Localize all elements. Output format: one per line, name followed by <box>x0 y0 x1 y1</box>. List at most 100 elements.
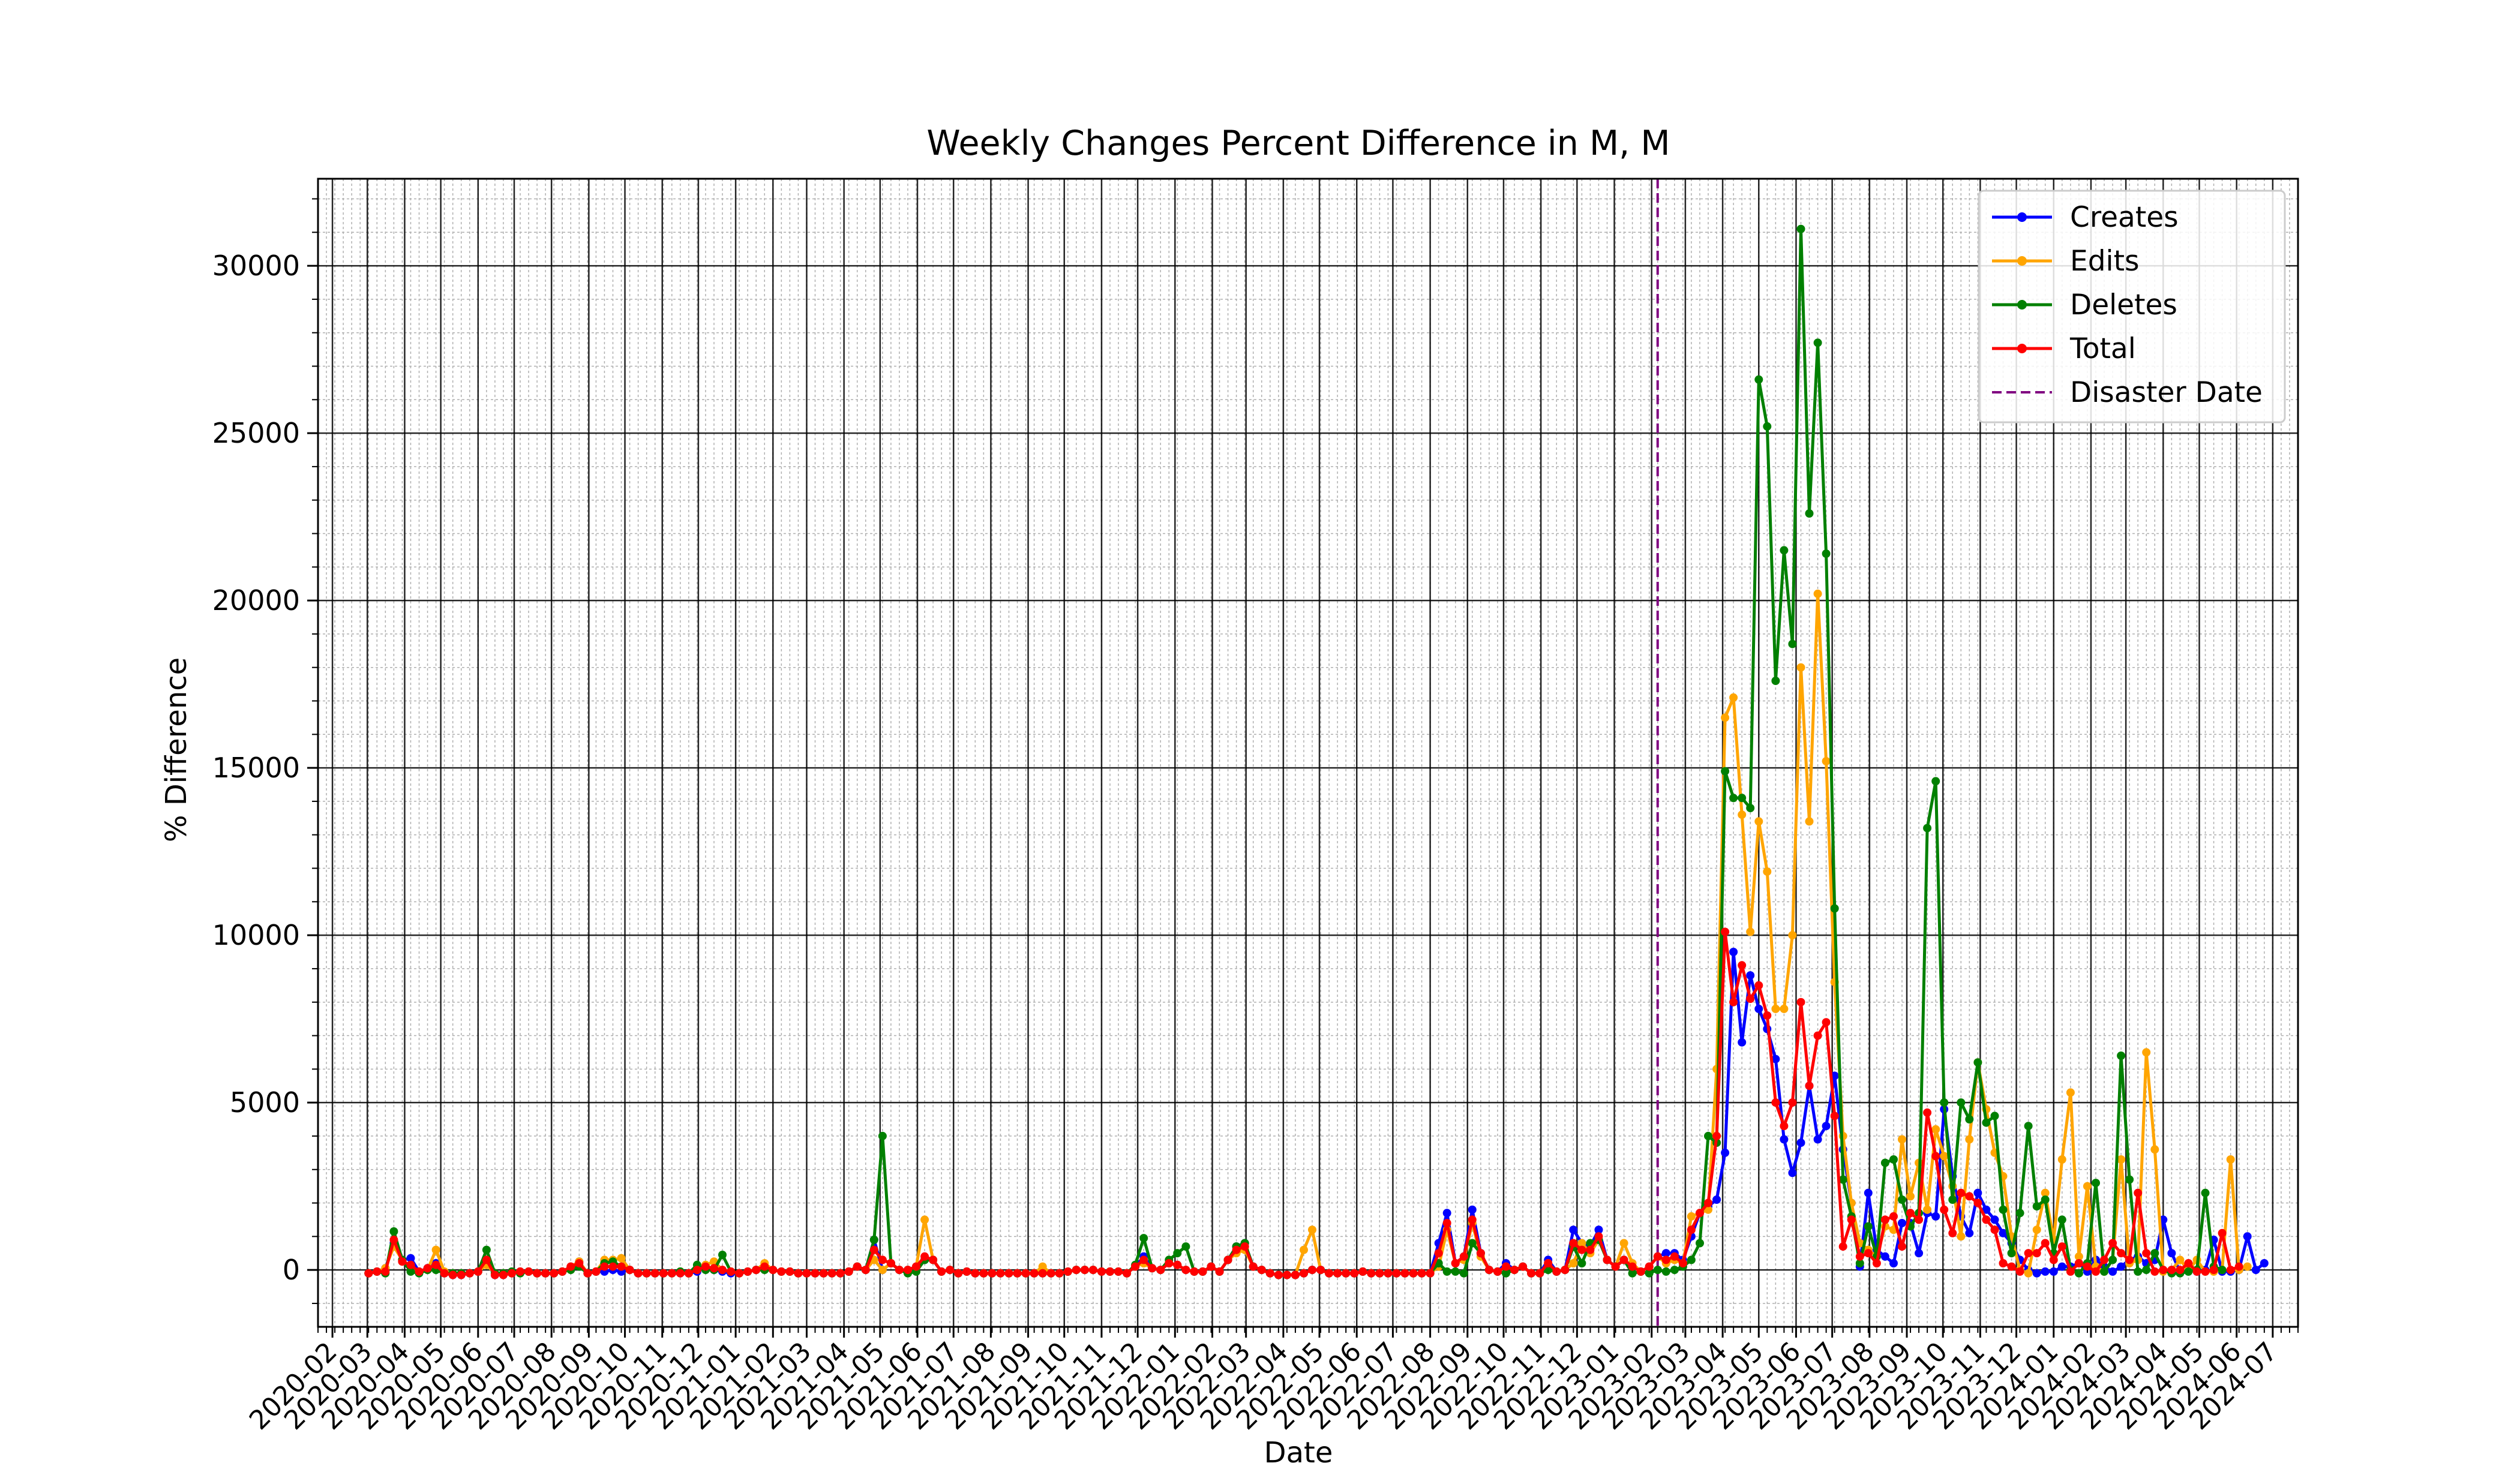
data-point <box>2049 1255 2058 1264</box>
data-point <box>1855 1259 1864 1267</box>
y-tick-label: 15000 <box>212 752 300 784</box>
data-point <box>1173 1260 1182 1269</box>
data-point <box>1291 1270 1300 1279</box>
data-point <box>710 1264 718 1273</box>
data-point <box>2117 1249 2126 1258</box>
data-point <box>1721 767 1730 776</box>
data-point <box>1257 1266 1266 1275</box>
data-point <box>2024 1249 2033 1258</box>
data-point <box>1822 549 1831 558</box>
y-tick-label: 25000 <box>212 417 300 449</box>
data-point <box>2167 1249 2176 1258</box>
data-point <box>1738 1038 1747 1047</box>
data-point <box>566 1262 575 1271</box>
data-point <box>904 1266 912 1275</box>
data-point <box>1813 1135 1822 1144</box>
data-point <box>920 1215 929 1224</box>
data-point <box>1442 1267 1451 1276</box>
data-point <box>2184 1259 2193 1267</box>
data-point <box>1653 1266 1662 1275</box>
data-point <box>575 1259 584 1267</box>
data-point <box>1788 1098 1797 1107</box>
data-point <box>440 1269 449 1278</box>
data-point <box>1645 1269 1654 1278</box>
data-point <box>2167 1266 2176 1275</box>
data-point <box>1569 1239 1578 1248</box>
data-point <box>1931 1125 1940 1134</box>
data-point <box>2150 1267 2159 1276</box>
data-point <box>1788 931 1797 940</box>
data-point <box>962 1267 971 1276</box>
y-tick-label: 20000 <box>212 584 300 617</box>
data-point <box>2159 1266 2168 1275</box>
data-point <box>1223 1255 1232 1264</box>
data-point <box>1838 1175 1847 1184</box>
data-point <box>2041 1239 2050 1248</box>
data-point <box>1696 1239 1704 1248</box>
data-point <box>1721 927 1730 936</box>
data-point <box>2041 1267 2050 1276</box>
data-point <box>701 1262 710 1271</box>
legend-item: Deletes <box>1992 289 2177 322</box>
data-point <box>743 1267 752 1276</box>
data-point <box>1653 1252 1662 1261</box>
data-point <box>1459 1269 1468 1278</box>
data-point <box>1805 1082 1814 1091</box>
data-point <box>1973 1198 1982 1207</box>
data-point <box>988 1269 997 1278</box>
data-point <box>2218 1228 2227 1237</box>
data-point <box>895 1266 904 1275</box>
data-point <box>1215 1267 1224 1276</box>
data-point <box>1965 1192 1974 1201</box>
legend-item: Total <box>1992 332 2136 365</box>
data-point <box>659 1269 668 1278</box>
data-point <box>996 1269 1005 1278</box>
data-point <box>1384 1269 1393 1278</box>
data-point <box>431 1260 440 1269</box>
data-point <box>1931 777 1940 786</box>
data-point <box>1148 1264 1157 1273</box>
data-point <box>1763 867 1772 876</box>
data-point <box>1139 1234 1148 1243</box>
y-tick-label: 5000 <box>230 1086 300 1119</box>
data-point <box>1097 1267 1106 1276</box>
legend: Creates Edits Deletes Total Disaster Date <box>1978 190 2286 423</box>
data-point <box>752 1266 761 1275</box>
data-point <box>1957 1188 1966 1197</box>
data-point <box>1417 1269 1426 1278</box>
data-point <box>1788 639 1797 648</box>
data-point <box>2234 1262 2243 1271</box>
data-point <box>1763 1011 1772 1020</box>
axes: 2020-022020-032020-042020-052020-062020-… <box>212 198 2299 1436</box>
data-point <box>448 1270 457 1279</box>
data-point <box>1426 1269 1435 1278</box>
data-point <box>1451 1259 1460 1267</box>
data-point <box>667 1269 676 1278</box>
data-point <box>2007 1249 2016 1258</box>
data-point <box>1746 995 1755 1004</box>
data-point <box>1923 824 1932 833</box>
data-point <box>1822 1122 1831 1131</box>
data-point <box>1754 981 1763 990</box>
legend-marker <box>2017 344 2027 353</box>
data-point <box>1080 1266 1089 1275</box>
data-point <box>1738 961 1747 970</box>
data-point <box>499 1270 508 1279</box>
data-point <box>1569 1259 1578 1267</box>
data-point <box>617 1262 626 1271</box>
data-point <box>1207 1262 1216 1271</box>
data-point <box>1990 1111 1999 1120</box>
data-point <box>1721 1148 1730 1157</box>
data-point <box>811 1269 820 1278</box>
data-point <box>920 1252 929 1261</box>
data-point <box>1796 663 1805 672</box>
data-point <box>1957 1232 1966 1241</box>
data-point <box>2066 1088 2075 1097</box>
data-point <box>1409 1269 1418 1278</box>
data-point <box>1535 1269 1544 1278</box>
data-point <box>1165 1259 1174 1267</box>
data-point <box>1687 1212 1696 1221</box>
data-point <box>2100 1267 2108 1276</box>
data-point <box>1493 1267 1502 1276</box>
data-point <box>1931 1212 1940 1221</box>
